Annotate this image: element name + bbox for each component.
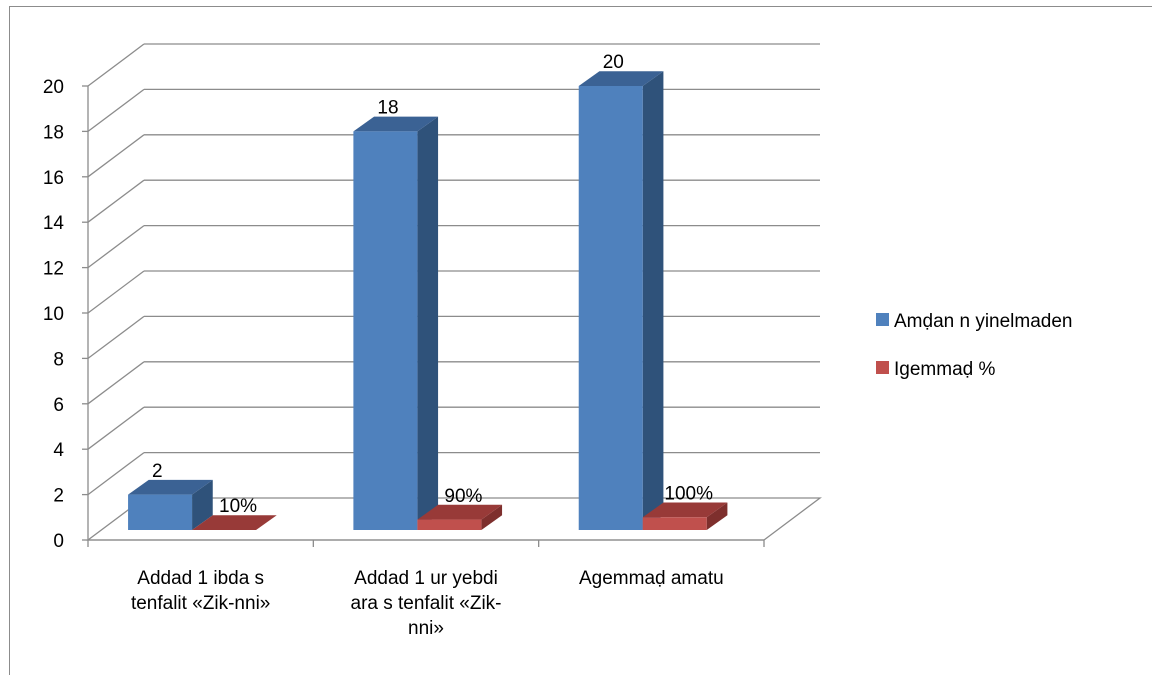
gridline-side bbox=[87, 315, 145, 359]
legend-swatch bbox=[876, 361, 889, 374]
bar-top bbox=[353, 116, 439, 132]
gridline-side bbox=[87, 361, 145, 405]
bar-side bbox=[706, 502, 728, 530]
bar-top bbox=[417, 504, 503, 520]
legend-label: Amḍan n yinelmaden bbox=[894, 311, 1073, 332]
bar bbox=[417, 519, 482, 530]
bar-side bbox=[481, 504, 503, 530]
category-label: Agemmaḍ amatu bbox=[579, 568, 724, 589]
chart-frame bbox=[9, 6, 1152, 675]
gridline-side bbox=[87, 406, 145, 450]
bar-side bbox=[417, 116, 439, 530]
y-tick-label: 6 bbox=[53, 395, 64, 416]
category-label: tenfalit «Zik-nni» bbox=[131, 593, 270, 614]
gridline-side bbox=[87, 270, 145, 314]
y-tick-label: 18 bbox=[43, 122, 64, 143]
category-label: ara s tenfalit «Zik- bbox=[351, 593, 502, 614]
category-label: nni» bbox=[408, 618, 444, 639]
bar bbox=[353, 131, 418, 530]
gridline-side bbox=[87, 134, 145, 178]
data-label: 20 bbox=[603, 52, 624, 73]
y-tick-label: 2 bbox=[53, 486, 64, 507]
data-label: 100% bbox=[664, 484, 713, 505]
gridline-side bbox=[87, 179, 145, 223]
bar-top bbox=[192, 515, 277, 530]
bar-top bbox=[128, 479, 213, 495]
category-label: Addad 1 ur yebdi bbox=[354, 568, 498, 589]
y-tick-label: 16 bbox=[43, 168, 64, 189]
gridline-side bbox=[87, 88, 145, 132]
gridline-side bbox=[87, 43, 145, 87]
bar-side bbox=[642, 71, 664, 531]
bar bbox=[128, 494, 193, 530]
y-tick-label: 12 bbox=[43, 259, 64, 280]
bar-top bbox=[578, 71, 664, 86]
y-tick-label: 14 bbox=[43, 213, 65, 234]
category-label: Addad 1 ibda s bbox=[137, 568, 264, 589]
bar bbox=[642, 517, 707, 530]
gridline-side bbox=[87, 452, 145, 496]
y-tick-label: 8 bbox=[53, 349, 64, 370]
data-label: 18 bbox=[377, 98, 398, 119]
y-tick-label: 20 bbox=[43, 77, 64, 98]
bar bbox=[578, 86, 643, 530]
y-tick-label: 4 bbox=[53, 440, 64, 461]
gridline-side bbox=[87, 225, 145, 269]
data-label: 90% bbox=[444, 486, 482, 507]
data-label: 10% bbox=[219, 496, 257, 517]
y-tick-label: 10 bbox=[43, 304, 64, 325]
legend-swatch bbox=[876, 313, 889, 326]
legend-label: Igemmaḍ % bbox=[894, 359, 995, 380]
bar-top bbox=[642, 502, 728, 518]
data-label: 2 bbox=[152, 461, 163, 482]
bar-side bbox=[192, 479, 213, 530]
y-tick-label: 0 bbox=[53, 531, 64, 552]
